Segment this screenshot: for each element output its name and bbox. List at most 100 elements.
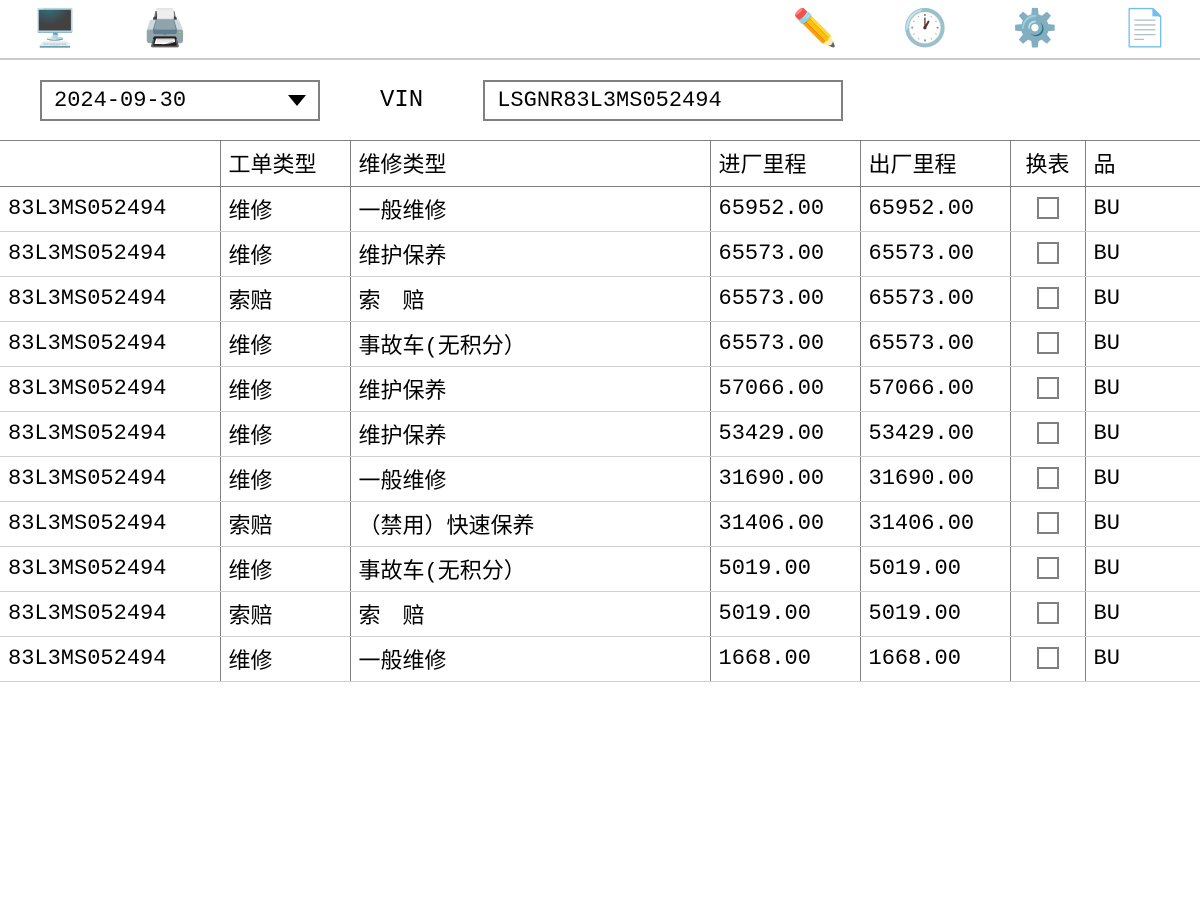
edit-icon[interactable]: ✏️ — [780, 4, 850, 54]
table-row[interactable]: 83L3MS052494维修一般维修65952.0065952.00BU — [0, 186, 1200, 231]
checkbox-icon[interactable] — [1037, 287, 1059, 309]
cell-brand: BU — [1085, 546, 1200, 591]
table-row[interactable]: 83L3MS052494维修事故车(无积分）65573.0065573.00BU — [0, 321, 1200, 366]
cell-brand: BU — [1085, 366, 1200, 411]
cell-repair-type: 一般维修 — [350, 456, 710, 501]
cell-meter[interactable] — [1010, 636, 1085, 681]
cell-order-type: 维修 — [220, 546, 350, 591]
cell-meter[interactable] — [1010, 501, 1085, 546]
filter-bar: 2024-09-30 VIN LSGNR83L3MS052494 — [0, 60, 1200, 140]
cell-order-type: 索赔 — [220, 591, 350, 636]
cell-out-mileage: 57066.00 — [860, 366, 1010, 411]
table-row[interactable]: 83L3MS052494维修事故车(无积分）5019.005019.00BU — [0, 546, 1200, 591]
cell-meter[interactable] — [1010, 591, 1085, 636]
table-row[interactable]: 83L3MS052494维修一般维修1668.001668.00BU — [0, 636, 1200, 681]
col-out-mileage[interactable]: 出厂里程 — [860, 141, 1010, 186]
cell-in-mileage: 65573.00 — [710, 276, 860, 321]
data-grid: 工单类型 维修类型 进厂里程 出厂里程 换表 品 83L3MS052494维修一… — [0, 140, 1200, 682]
table-row[interactable]: 83L3MS052494维修维护保养53429.0053429.00BU — [0, 411, 1200, 456]
cell-meter[interactable] — [1010, 321, 1085, 366]
col-repair-type[interactable]: 维修类型 — [350, 141, 710, 186]
toolbar: 🖥️ 🖨️ ✏️ 🕐 ⚙️ 📄 — [0, 0, 1200, 60]
cell-brand: BU — [1085, 231, 1200, 276]
table-row[interactable]: 83L3MS052494维修维护保养65573.0065573.00BU — [0, 231, 1200, 276]
checkbox-icon[interactable] — [1037, 422, 1059, 444]
cell-meter[interactable] — [1010, 276, 1085, 321]
cell-out-mileage: 65573.00 — [860, 276, 1010, 321]
col-brand[interactable]: 品 — [1085, 141, 1200, 186]
cell-meter[interactable] — [1010, 366, 1085, 411]
cell-order-type: 维修 — [220, 366, 350, 411]
checkbox-icon[interactable] — [1037, 242, 1059, 264]
table-row[interactable]: 83L3MS052494索赔（禁用）快速保养31406.0031406.00BU — [0, 501, 1200, 546]
cell-brand: BU — [1085, 636, 1200, 681]
checkbox-icon[interactable] — [1037, 602, 1059, 624]
cell-brand: BU — [1085, 321, 1200, 366]
cell-in-mileage: 65573.00 — [710, 231, 860, 276]
table-row[interactable]: 83L3MS052494索赔索 赔5019.005019.00BU — [0, 591, 1200, 636]
cell-in-mileage: 1668.00 — [710, 636, 860, 681]
cell-repair-type: 维护保养 — [350, 366, 710, 411]
cell-meter[interactable] — [1010, 546, 1085, 591]
cell-repair-type: 维护保养 — [350, 411, 710, 456]
cell-order-type: 维修 — [220, 231, 350, 276]
cell-in-mileage: 65952.00 — [710, 186, 860, 231]
cell-out-mileage: 65573.00 — [860, 321, 1010, 366]
cell-order-type: 索赔 — [220, 501, 350, 546]
cell-repair-type: 一般维修 — [350, 186, 710, 231]
cell-meter[interactable] — [1010, 456, 1085, 501]
cell-out-mileage: 65952.00 — [860, 186, 1010, 231]
col-in-mileage[interactable]: 进厂里程 — [710, 141, 860, 186]
clock-icon[interactable]: 🕐 — [890, 4, 960, 54]
vin-label: VIN — [380, 87, 423, 114]
cell-in-mileage: 31690.00 — [710, 456, 860, 501]
table-row[interactable]: 83L3MS052494维修维护保养57066.0057066.00BU — [0, 366, 1200, 411]
checkbox-icon[interactable] — [1037, 332, 1059, 354]
checkbox-icon[interactable] — [1037, 647, 1059, 669]
cell-repair-type: 索 赔 — [350, 276, 710, 321]
cell-in-mileage: 5019.00 — [710, 546, 860, 591]
cell-vin: 83L3MS052494 — [0, 321, 220, 366]
date-dropdown[interactable]: 2024-09-30 — [40, 80, 320, 121]
more-icon[interactable]: 📄 — [1110, 4, 1180, 54]
cell-vin: 83L3MS052494 — [0, 591, 220, 636]
cell-vin: 83L3MS052494 — [0, 636, 220, 681]
table-row[interactable]: 83L3MS052494索赔索 赔65573.0065573.00BU — [0, 276, 1200, 321]
cell-order-type: 维修 — [220, 186, 350, 231]
checkbox-icon[interactable] — [1037, 197, 1059, 219]
checkbox-icon[interactable] — [1037, 557, 1059, 579]
cell-brand: BU — [1085, 186, 1200, 231]
cell-in-mileage: 5019.00 — [710, 591, 860, 636]
cell-out-mileage: 53429.00 — [860, 411, 1010, 456]
cell-meter[interactable] — [1010, 186, 1085, 231]
gear-icon[interactable]: ⚙️ — [1000, 4, 1070, 54]
cell-meter[interactable] — [1010, 411, 1085, 456]
cell-repair-type: 维护保养 — [350, 231, 710, 276]
checkbox-icon[interactable] — [1037, 377, 1059, 399]
cell-repair-type: 索 赔 — [350, 591, 710, 636]
cell-order-type: 维修 — [220, 636, 350, 681]
cell-vin: 83L3MS052494 — [0, 546, 220, 591]
date-value: 2024-09-30 — [54, 88, 186, 113]
cell-out-mileage: 1668.00 — [860, 636, 1010, 681]
cell-out-mileage: 31690.00 — [860, 456, 1010, 501]
cell-repair-type: 事故车(无积分） — [350, 321, 710, 366]
cell-vin: 83L3MS052494 — [0, 411, 220, 456]
col-meter-change[interactable]: 换表 — [1010, 141, 1085, 186]
vin-input[interactable]: LSGNR83L3MS052494 — [483, 80, 843, 121]
cell-brand: BU — [1085, 411, 1200, 456]
cell-in-mileage: 53429.00 — [710, 411, 860, 456]
cell-meter[interactable] — [1010, 231, 1085, 276]
col-vin[interactable] — [0, 141, 220, 186]
cell-vin: 83L3MS052494 — [0, 501, 220, 546]
cell-brand: BU — [1085, 276, 1200, 321]
col-order-type[interactable]: 工单类型 — [220, 141, 350, 186]
cell-vin: 83L3MS052494 — [0, 456, 220, 501]
cell-repair-type: （禁用）快速保养 — [350, 501, 710, 546]
cell-vin: 83L3MS052494 — [0, 231, 220, 276]
table-row[interactable]: 83L3MS052494维修一般维修31690.0031690.00BU — [0, 456, 1200, 501]
checkbox-icon[interactable] — [1037, 467, 1059, 489]
computer-icon[interactable]: 🖥️ — [20, 4, 90, 54]
print-icon[interactable]: 🖨️ — [130, 4, 200, 54]
checkbox-icon[interactable] — [1037, 512, 1059, 534]
